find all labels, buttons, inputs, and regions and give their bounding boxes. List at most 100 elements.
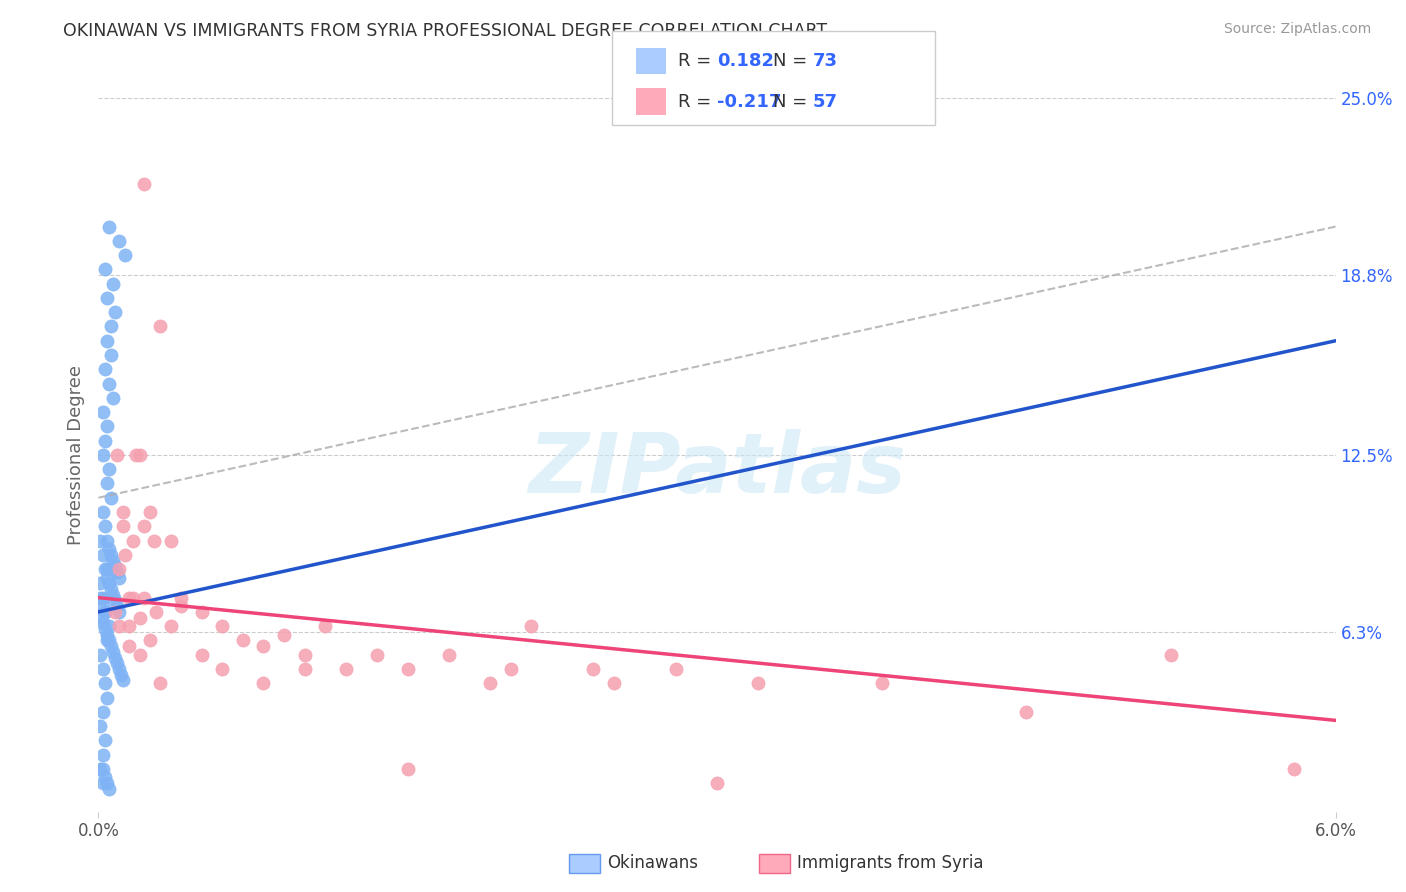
Point	[108, 662, 131, 676]
Point	[101, 553, 124, 567]
Point	[149, 319, 172, 334]
Point	[105, 599, 128, 614]
Point	[91, 776, 114, 790]
Text: N =: N =	[773, 52, 813, 70]
Point	[93, 519, 115, 533]
Point	[110, 667, 132, 681]
Point	[108, 234, 131, 248]
Point	[665, 662, 688, 676]
Point	[108, 619, 131, 633]
Point	[97, 619, 120, 633]
Point	[89, 648, 111, 662]
Point	[91, 747, 114, 762]
Point	[396, 762, 419, 776]
Point	[91, 705, 114, 719]
Point	[96, 633, 118, 648]
Text: Immigrants from Syria: Immigrants from Syria	[797, 855, 984, 872]
Point	[294, 662, 316, 676]
Point	[139, 633, 162, 648]
Point	[128, 448, 150, 462]
Point	[93, 771, 115, 785]
Point	[93, 676, 115, 690]
Point	[89, 610, 111, 624]
Point	[89, 533, 111, 548]
Point	[93, 262, 115, 277]
Point	[91, 762, 114, 776]
Point	[870, 676, 893, 690]
Point	[437, 648, 460, 662]
Point	[128, 610, 150, 624]
Point	[93, 733, 115, 747]
Point	[190, 648, 212, 662]
Point	[89, 591, 111, 605]
Point	[190, 605, 212, 619]
Text: R =: R =	[678, 52, 717, 70]
Point	[91, 599, 114, 614]
Point	[396, 662, 419, 676]
Point	[101, 645, 124, 659]
Point	[366, 648, 388, 662]
Text: 57: 57	[813, 93, 838, 111]
Text: Okinawans: Okinawans	[607, 855, 699, 872]
Point	[252, 639, 274, 653]
Point	[100, 548, 122, 562]
Point	[582, 662, 605, 676]
Point	[89, 762, 111, 776]
Point	[145, 605, 167, 619]
Point	[96, 419, 118, 434]
Point	[100, 491, 122, 505]
Point	[91, 548, 114, 562]
Text: Source: ZipAtlas.com: Source: ZipAtlas.com	[1223, 22, 1371, 37]
Point	[479, 676, 502, 690]
Point	[114, 548, 136, 562]
Point	[93, 622, 115, 636]
Point	[96, 533, 118, 548]
Point	[89, 576, 111, 591]
Point	[273, 628, 295, 642]
Point	[93, 605, 115, 619]
Point	[104, 305, 127, 319]
Point	[108, 605, 131, 619]
Point	[747, 676, 769, 690]
Point	[97, 542, 120, 557]
Text: N =: N =	[773, 93, 813, 111]
Point	[294, 648, 316, 662]
Point	[170, 599, 193, 614]
Point	[499, 662, 522, 676]
Point	[108, 562, 131, 576]
Point	[100, 639, 122, 653]
Point	[93, 605, 115, 619]
Point	[108, 571, 131, 585]
Point	[132, 591, 155, 605]
Point	[91, 591, 114, 605]
Point	[97, 633, 120, 648]
Point	[118, 591, 141, 605]
Point	[105, 565, 128, 579]
Point	[105, 657, 128, 671]
Point	[93, 562, 115, 576]
Point	[112, 505, 135, 519]
Point	[211, 619, 233, 633]
Point	[96, 776, 118, 790]
Point	[252, 676, 274, 690]
Point	[159, 619, 181, 633]
Point	[132, 519, 155, 533]
Point	[706, 776, 728, 790]
Point	[104, 593, 127, 607]
Point	[91, 662, 114, 676]
Point	[149, 676, 172, 690]
Point	[1015, 705, 1038, 719]
Point	[170, 591, 193, 605]
Point	[100, 319, 122, 334]
Point	[1284, 762, 1306, 776]
Text: 73: 73	[813, 52, 838, 70]
Point	[335, 662, 357, 676]
Text: OKINAWAN VS IMMIGRANTS FROM SYRIA PROFESSIONAL DEGREE CORRELATION CHART: OKINAWAN VS IMMIGRANTS FROM SYRIA PROFES…	[63, 22, 827, 40]
Text: -0.217: -0.217	[717, 93, 782, 111]
Point	[101, 391, 124, 405]
Point	[91, 448, 114, 462]
Y-axis label: Professional Degree: Professional Degree	[66, 365, 84, 545]
Point	[112, 519, 135, 533]
Point	[122, 591, 145, 605]
Point	[96, 476, 118, 491]
